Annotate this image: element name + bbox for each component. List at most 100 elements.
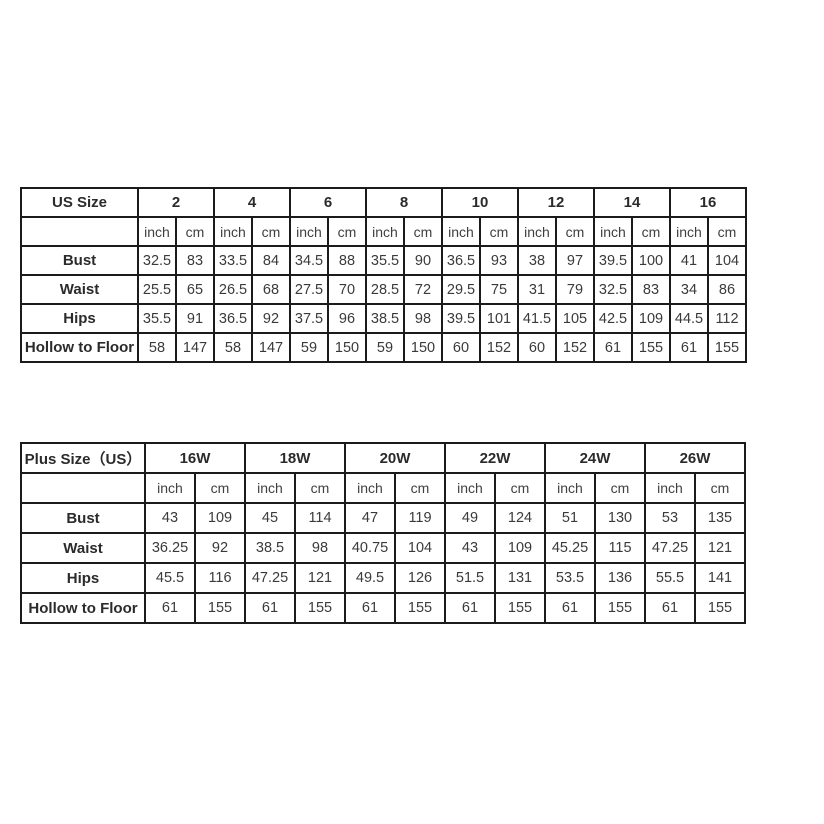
value-cell: 150 — [327, 332, 367, 363]
value-cell: 83 — [175, 245, 215, 276]
row-label: Waist — [20, 274, 139, 305]
unit-label: cm — [175, 216, 215, 247]
unit-label: inch — [544, 472, 596, 504]
value-cell: 155 — [594, 592, 646, 624]
value-cell: 43 — [144, 502, 196, 534]
unit-label: cm — [394, 472, 446, 504]
value-cell: 59 — [365, 332, 405, 363]
unit-label: inch — [213, 216, 253, 247]
value-cell: 70 — [327, 274, 367, 305]
row-label: Bust — [20, 245, 139, 276]
value-cell: 147 — [251, 332, 291, 363]
value-cell: 90 — [403, 245, 443, 276]
value-cell: 38.5 — [244, 532, 296, 564]
value-cell: 115 — [594, 532, 646, 564]
value-cell: 96 — [327, 303, 367, 334]
value-cell: 53 — [644, 502, 696, 534]
size-label: 16 — [669, 187, 747, 218]
measurement-row: Hips 35.5 91 36.5 92 37.5 96 38.5 98 39.5 101 41.5 1… — [20, 303, 747, 334]
value-cell: 124 — [494, 502, 546, 534]
unit-label: cm — [494, 472, 546, 504]
value-cell: 68 — [251, 274, 291, 305]
value-cell: 61 — [344, 592, 396, 624]
value-cell: 32.5 — [137, 245, 177, 276]
row-label: Hollow to Floor — [20, 592, 146, 624]
unit-label: cm — [327, 216, 367, 247]
value-cell: 65 — [175, 274, 215, 305]
unit-label: cm — [194, 472, 246, 504]
value-cell: 60 — [441, 332, 481, 363]
value-cell: 43 — [444, 532, 496, 564]
value-cell: 25.5 — [137, 274, 177, 305]
value-cell: 119 — [394, 502, 446, 534]
unit-label: cm — [479, 216, 519, 247]
empty-corner-cell — [20, 472, 146, 504]
value-cell: 109 — [194, 502, 246, 534]
value-cell: 135 — [694, 502, 746, 534]
value-cell: 98 — [403, 303, 443, 334]
size-label: 16W — [144, 442, 246, 474]
size-label: 22W — [444, 442, 546, 474]
value-cell: 104 — [707, 245, 747, 276]
size-label: 14 — [593, 187, 671, 218]
value-cell: 61 — [669, 332, 709, 363]
value-cell: 45 — [244, 502, 296, 534]
unit-label: cm — [631, 216, 671, 247]
unit-label: cm — [694, 472, 746, 504]
value-cell: 61 — [444, 592, 496, 624]
value-cell: 121 — [294, 562, 346, 594]
size-label: 6 — [289, 187, 367, 218]
unit-label: inch — [137, 216, 177, 247]
unit-label: inch — [593, 216, 633, 247]
value-cell: 130 — [594, 502, 646, 534]
value-cell: 61 — [593, 332, 633, 363]
value-cell: 84 — [251, 245, 291, 276]
value-cell: 152 — [479, 332, 519, 363]
unit-label: inch — [669, 216, 709, 247]
size-label: 10 — [441, 187, 519, 218]
value-cell: 79 — [555, 274, 595, 305]
value-cell: 32.5 — [593, 274, 633, 305]
value-cell: 121 — [694, 532, 746, 564]
measurement-row: Bust 32.5 83 33.5 84 34.5 88 35.5 90 36.5 93 38 97 39… — [20, 245, 747, 276]
value-cell: 141 — [694, 562, 746, 594]
value-cell: 49.5 — [344, 562, 396, 594]
value-cell: 109 — [631, 303, 671, 334]
value-cell: 91 — [175, 303, 215, 334]
value-cell: 152 — [555, 332, 595, 363]
size-label: 12 — [517, 187, 595, 218]
value-cell: 61 — [244, 592, 296, 624]
unit-label: inch — [444, 472, 496, 504]
unit-label: inch — [365, 216, 405, 247]
value-cell: 41.5 — [517, 303, 557, 334]
value-cell: 51 — [544, 502, 596, 534]
size-label: 26W — [644, 442, 746, 474]
measurement-row: Bust 43 109 45 114 47 119 49 124 51 130 53 135 — [20, 502, 746, 534]
value-cell: 40.75 — [344, 532, 396, 564]
value-cell: 88 — [327, 245, 367, 276]
measurement-row: Hollow to Floor 61 155 61 155 61 155 61 155 61 155… — [20, 592, 746, 624]
value-cell: 61 — [144, 592, 196, 624]
value-cell: 72 — [403, 274, 443, 305]
value-cell: 35.5 — [365, 245, 405, 276]
value-cell: 101 — [479, 303, 519, 334]
value-cell: 86 — [707, 274, 747, 305]
value-cell: 92 — [251, 303, 291, 334]
value-cell: 33.5 — [213, 245, 253, 276]
size-label: 18W — [244, 442, 346, 474]
unit-label: cm — [403, 216, 443, 247]
value-cell: 155 — [394, 592, 446, 624]
unit-label: cm — [251, 216, 291, 247]
size-header-row: Plus Size（US） 16W 18W 20W 22W 24W 26W — [20, 442, 746, 474]
plus-size-table: Plus Size（US） 16W 18W 20W 22W 24W 26W inch cm inc… — [20, 442, 746, 624]
value-cell: 49 — [444, 502, 496, 534]
unit-label: inch — [517, 216, 557, 247]
value-cell: 34 — [669, 274, 709, 305]
size-label: 4 — [213, 187, 291, 218]
unit-label: cm — [555, 216, 595, 247]
value-cell: 58 — [213, 332, 253, 363]
value-cell: 51.5 — [444, 562, 496, 594]
unit-header-row: inch cm inch cm inch cm inch cm inch cm inch cm inch… — [20, 216, 747, 247]
value-cell: 36.25 — [144, 532, 196, 564]
unit-label: cm — [594, 472, 646, 504]
